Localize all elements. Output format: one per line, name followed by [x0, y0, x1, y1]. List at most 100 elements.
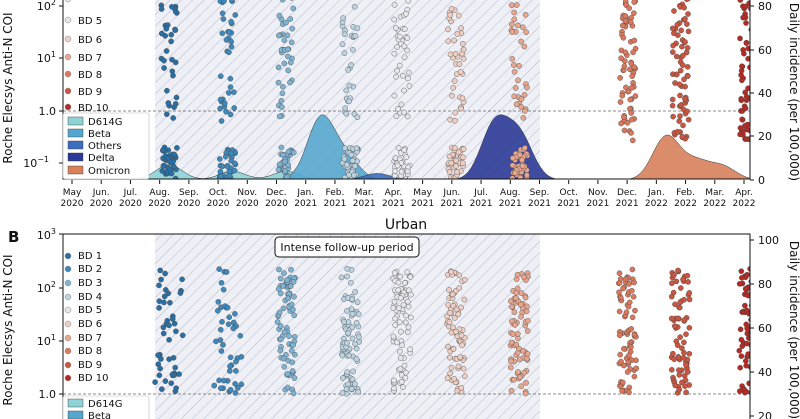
point-bd-4 — [353, 320, 360, 326]
point-bd-5 — [395, 287, 402, 294]
point-bd-7 — [522, 390, 529, 397]
point-bd-9 — [680, 122, 686, 129]
point-bd-9 — [685, 73, 691, 79]
point-bd-10 — [752, 385, 757, 390]
point-bd-2 — [227, 75, 234, 82]
point-bd-1 — [172, 8, 179, 15]
legend-label: Beta — [88, 129, 111, 140]
point-bd-10 — [743, 388, 750, 395]
point-bd-9 — [672, 323, 678, 329]
point-bd-4 — [344, 308, 350, 314]
point-bd-10 — [750, 11, 755, 16]
point-bd-9 — [683, 331, 689, 338]
point-bd-9 — [671, 356, 678, 363]
point-bd-1 — [162, 378, 169, 384]
point-bd-8 — [624, 120, 631, 126]
point-bd-3 — [282, 158, 288, 165]
point-bd-2 — [216, 156, 223, 162]
legend-square-icon — [67, 398, 84, 408]
point-bd-5 — [401, 362, 408, 369]
point-bd-2 — [217, 337, 224, 343]
point-bd-4 — [353, 356, 360, 362]
point-bd-10 — [751, 99, 756, 104]
left-axis: 103 102 101 1.0 Roche Elecsys Anti-N COI — [1, 227, 63, 406]
point-bd-5 — [400, 384, 406, 391]
point-bd-1 — [166, 166, 173, 173]
point-bd-4 — [355, 389, 361, 395]
point-bd-6 — [451, 78, 458, 84]
y-axis-label-right: Daily incidence (per 100,000) — [787, 241, 800, 419]
point-bd-10 — [738, 353, 745, 359]
point-bd-3 — [275, 32, 282, 39]
point-bd-4 — [340, 375, 346, 381]
right-tick-label: 0 — [758, 174, 765, 187]
point-bd-4 — [349, 324, 356, 331]
point-bd-5 — [391, 377, 397, 384]
point-bd-9 — [682, 96, 688, 102]
point-bd-9 — [669, 96, 676, 103]
point-bd-8 — [628, 110, 635, 116]
point-bd-7 — [511, 9, 518, 16]
incidence-area-omicron — [627, 134, 750, 179]
point-bd-3 — [288, 266, 294, 273]
point-bd-6 — [457, 354, 464, 360]
point-bd-9 — [669, 366, 675, 373]
point-bd-10 — [744, 340, 750, 347]
point-bd-2 — [231, 160, 238, 167]
point-bd-7 — [512, 322, 518, 328]
point-bd-3 — [284, 32, 291, 39]
point-bd-3 — [287, 16, 294, 22]
point-bd-3 — [279, 90, 286, 97]
point-bd-7 — [522, 294, 529, 301]
point-bd-8 — [627, 96, 634, 103]
point-bd-1 — [156, 305, 162, 311]
point-bd-1 — [158, 356, 164, 362]
point-bd-10 — [745, 45, 750, 52]
point-bd-2 — [238, 353, 245, 360]
point-bd-1 — [162, 287, 169, 293]
point-bd-4 — [349, 157, 356, 164]
point-bd-3 — [281, 329, 288, 335]
point-bd-5 — [399, 73, 406, 79]
point-bd-10 — [752, 309, 757, 314]
point-bd-9 — [676, 81, 683, 88]
point-bd-8 — [628, 85, 635, 91]
point-bd-7 — [523, 380, 529, 386]
point-bd-10 — [752, 343, 757, 348]
point-bd-5 — [396, 348, 403, 355]
point-bd-8 — [618, 120, 624, 127]
point-bd-4 — [342, 105, 348, 112]
point-bd-2 — [226, 49, 232, 56]
point-bd-5 — [404, 168, 411, 175]
point-bd-3 — [275, 286, 282, 292]
point-bd-4 — [354, 25, 361, 32]
point-bd-5 — [396, 305, 402, 312]
point-bd-1 — [157, 365, 163, 372]
point-bd-10 — [753, 16, 758, 21]
point-bd-3 — [275, 166, 282, 173]
point-bd-1 — [159, 168, 165, 174]
point-bd-6 — [458, 332, 465, 339]
point-bd-9 — [677, 334, 684, 340]
point-bd-10 — [739, 343, 746, 349]
point-bd-7 — [513, 341, 520, 348]
point-bd-8 — [623, 84, 629, 91]
point-bd-7 — [511, 62, 517, 68]
point-bd-9 — [669, 25, 676, 32]
point-bd-9 — [685, 279, 691, 285]
x-tick-label: Jan. 2022 — [645, 188, 668, 209]
point-bd-9 — [670, 350, 676, 357]
legend-marker-bd-7 — [64, 334, 72, 342]
point-bd-7 — [509, 175, 516, 179]
right-tick-label: 100 — [758, 234, 779, 247]
left-tick-label: 1.0 — [39, 105, 57, 118]
point-bd-10 — [748, 279, 750, 284]
legend-label: BD 10 — [78, 373, 108, 384]
point-bd-5 — [402, 369, 409, 376]
point-bd-10 — [751, 97, 756, 102]
point-bd-7 — [515, 22, 521, 29]
point-bd-2 — [223, 269, 230, 275]
legend-label: BD 8 — [78, 346, 102, 357]
y-axis-label-right: Daily incidence (per 100,000) — [787, 3, 800, 181]
point-bd-1 — [165, 100, 172, 106]
